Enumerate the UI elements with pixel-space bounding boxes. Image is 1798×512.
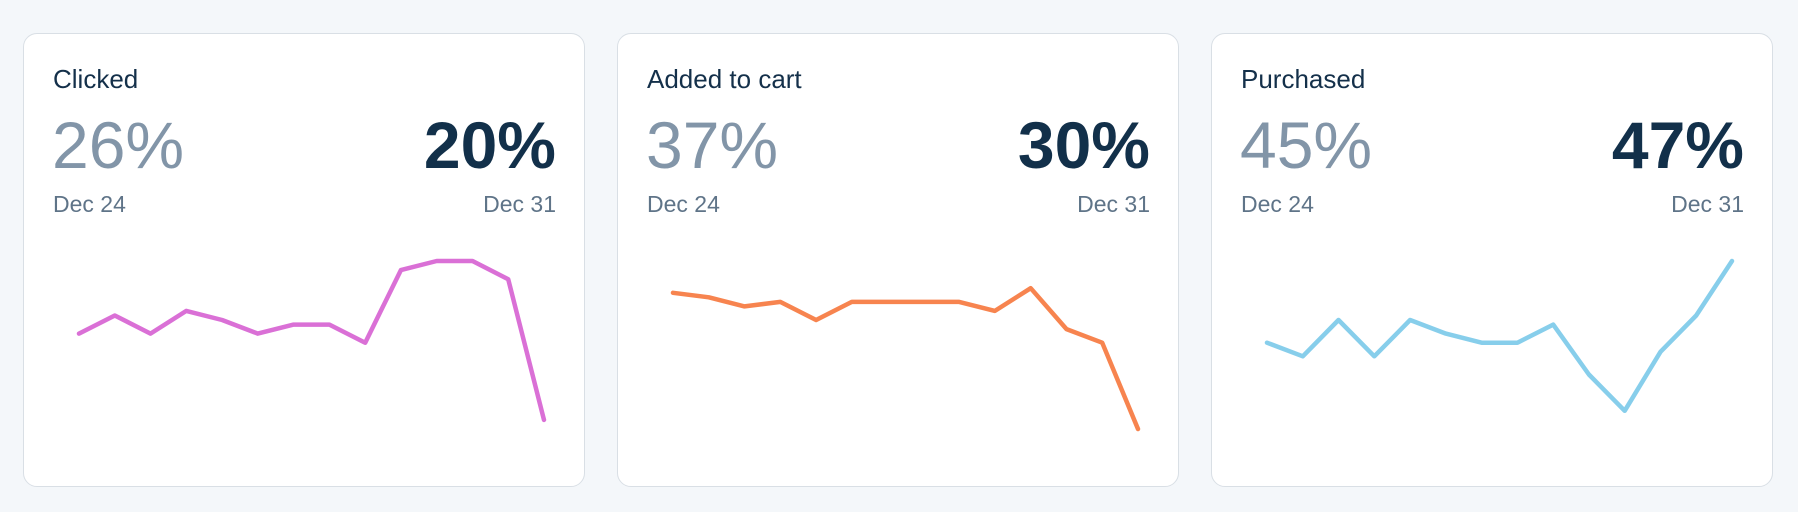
current-date: Dec 31	[1077, 191, 1150, 217]
sparkline-series	[1264, 258, 1735, 414]
metric-card-clicked: Clicked 26% 20% Dec 24 Dec 31	[23, 33, 585, 487]
sparkline-chart	[670, 285, 1141, 432]
current-value: 30%	[1017, 108, 1150, 182]
card-title: Added to cart	[647, 64, 802, 94]
current-value: 47%	[1611, 108, 1744, 182]
current-date: Dec 31	[483, 191, 556, 217]
current-value: 20%	[423, 108, 556, 182]
sparkline-chart	[1264, 258, 1735, 414]
previous-value: 45%	[1240, 108, 1373, 182]
previous-value: 26%	[52, 108, 185, 182]
previous-date: Dec 24	[1241, 191, 1314, 217]
metric-card-purchased: Purchased 45% 47% Dec 24 Dec 31	[1211, 33, 1773, 487]
sparkline-series	[670, 285, 1141, 432]
card-title: Clicked	[53, 64, 139, 94]
sparkline-series	[76, 258, 547, 423]
metric-card-added-to-cart: Added to cart 37% 30% Dec 24 Dec 31	[617, 33, 1179, 487]
previous-value: 37%	[646, 108, 779, 182]
previous-date: Dec 24	[53, 191, 126, 217]
current-date: Dec 31	[1671, 191, 1744, 217]
card-title: Purchased	[1241, 64, 1366, 94]
previous-date: Dec 24	[647, 191, 720, 217]
sparkline-chart	[76, 258, 547, 423]
